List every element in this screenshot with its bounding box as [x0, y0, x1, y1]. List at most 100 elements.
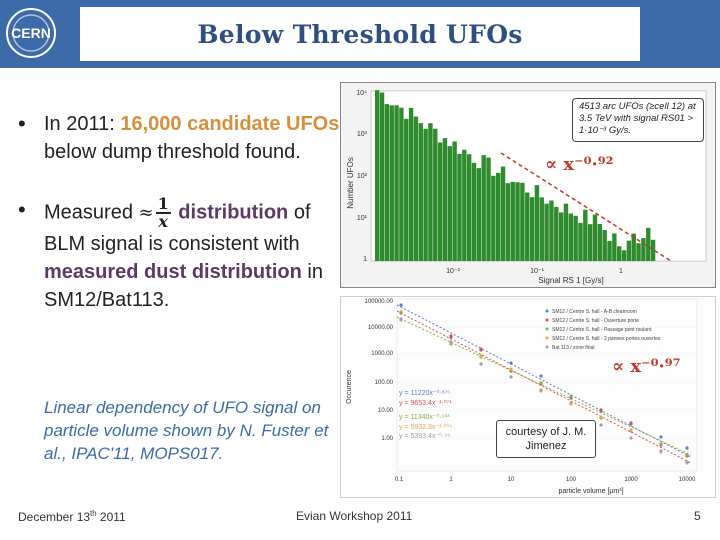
legend-entry: SM12 / Centre S. hall - Ouverture porte — [552, 318, 639, 324]
histogram-bar — [457, 153, 462, 261]
y-tick-label: 1.00 — [381, 436, 393, 442]
histogram-bar — [631, 233, 636, 261]
histogram-bar — [534, 185, 540, 261]
scatter-point — [629, 428, 633, 432]
scatter-point — [629, 436, 633, 440]
scatter-point — [539, 374, 543, 378]
scatter-point — [599, 423, 603, 427]
footer-date-sup: th — [90, 509, 97, 518]
histogram-bar — [539, 197, 544, 261]
scatter-point — [539, 388, 543, 392]
bullet-text: Measured — [44, 201, 139, 224]
x-tick-label: 1 — [619, 268, 623, 275]
footer-date-year: 2011 — [96, 510, 126, 524]
histogram-bar — [399, 107, 404, 261]
bullet-item-distribution: • Measured ≈1 x distribution of BLM signa… — [16, 196, 346, 314]
histogram-bar — [554, 206, 559, 261]
scatter-point — [629, 421, 633, 425]
legend-entry: SM12 / Centre S. hall - A-B cleanroom — [552, 309, 637, 315]
y-tick-label: 1 — [363, 256, 367, 263]
histogram-bar — [375, 90, 380, 261]
scatter-point — [685, 460, 689, 464]
slide-title: Below Threshold UFOs — [197, 19, 523, 49]
y-tick-label: 100000.00 — [365, 299, 394, 305]
histogram-bar — [433, 128, 438, 261]
fit-equations: y = 11220x⁻⁰·⁸⁷⁵ y = 9653.4x⁻¹·⁰⁷¹ y = 1… — [399, 389, 452, 440]
histogram-bar — [437, 142, 443, 261]
x-tick-label: 10 — [508, 477, 515, 483]
bullet-text: below dump threshold found. — [44, 141, 301, 163]
footer-date-text: December 13 — [18, 510, 91, 524]
y-tick-label: 10² — [357, 173, 368, 180]
histogram-bar — [462, 149, 467, 261]
histogram-bar — [650, 239, 656, 261]
histogram-bar — [505, 183, 511, 261]
scatter-point — [509, 367, 513, 371]
scatter-point — [479, 354, 483, 358]
histogram-bar — [496, 172, 501, 261]
histogram-bar — [515, 182, 520, 261]
histogram-bar — [447, 146, 452, 261]
courtesy-box: courtesy of J. M. Jimenez — [496, 420, 596, 458]
histogram-bar — [423, 128, 428, 261]
scatter-point — [479, 362, 483, 366]
scatter-point — [659, 442, 663, 446]
histogram-bar — [544, 203, 549, 261]
scatter-point — [479, 347, 483, 351]
histogram-bar — [602, 230, 607, 261]
scatter-point — [449, 340, 453, 344]
histogram-bar — [529, 197, 535, 261]
histogram-bar — [578, 222, 583, 261]
histogram-bar — [568, 213, 573, 261]
highlight-text: 16,000 candidate UFOs — [120, 113, 340, 135]
histogram-bar — [394, 105, 399, 261]
fit-line-2 — [396, 310, 692, 464]
scatter-point — [569, 394, 573, 398]
y-tick-label: 10000.00 — [368, 325, 394, 331]
page-number: 5 — [694, 509, 701, 523]
scatter-xlabel: particle volume [µm³] — [558, 488, 623, 495]
fit-equation: y = 5393.4x⁻⁰·⁹⁹ — [399, 432, 450, 440]
histogram-bar — [486, 157, 491, 261]
scatter-point — [569, 401, 573, 405]
x-tick-label: 10000 — [679, 477, 696, 483]
fit-line-1 — [396, 304, 692, 458]
y-tick-label: 1000.00 — [371, 351, 393, 357]
approx-symbol: ≈ — [138, 202, 154, 224]
histogram-bar — [520, 182, 525, 261]
histogram-bar — [626, 240, 632, 261]
scatter-ylabel: Occurence — [346, 370, 353, 404]
scatter-points — [399, 303, 689, 465]
histogram-bar — [587, 224, 593, 261]
histogram-bar — [558, 212, 564, 261]
scatter-point — [659, 435, 663, 439]
x-tick-label: 10⁻² — [446, 268, 460, 275]
bullet-dot-icon: • — [18, 111, 26, 136]
scatter-point — [659, 449, 663, 453]
histogram-annotation: 4513 arc UFOs (≥cell 12) at 3.5 TeV with… — [572, 98, 704, 142]
scatter-point — [399, 317, 403, 321]
histogram-bar — [573, 215, 578, 261]
scatter-point — [509, 375, 513, 379]
power-law-label: ∝ x⁻⁰·⁹⁷ — [612, 356, 681, 377]
histogram-bar — [621, 250, 627, 261]
scatter-point — [399, 310, 403, 314]
bullet-dot-icon: • — [18, 197, 26, 222]
histogram-bar — [428, 123, 433, 261]
scatter-legend: SM12 / Centre S. hall - A-B cleanroom SM… — [545, 309, 661, 351]
y-tick-label: 100.00 — [375, 380, 394, 386]
fit-equation: y = 11220x⁻⁰·⁸⁷⁵ — [399, 389, 450, 397]
x-tick-label: 100 — [566, 477, 577, 483]
scatter-point — [685, 446, 689, 450]
histogram-xlabel: Signal RS 1 [Gy/s] — [538, 276, 603, 285]
reference-note: Linear dependency of UFO signal on parti… — [44, 398, 329, 463]
highlight-text: measured dust distribution — [44, 261, 302, 283]
x-tick-label: 1000 — [624, 477, 638, 483]
histogram-bars — [375, 90, 656, 262]
histogram-bar — [617, 246, 622, 261]
cern-logo: CERN — [6, 8, 56, 58]
histogram-ylabel: Number UFOs — [346, 157, 355, 209]
footer-date: December 13th 2011 — [18, 509, 126, 524]
header-bar: CERN Below Threshold UFOs — [0, 0, 720, 68]
